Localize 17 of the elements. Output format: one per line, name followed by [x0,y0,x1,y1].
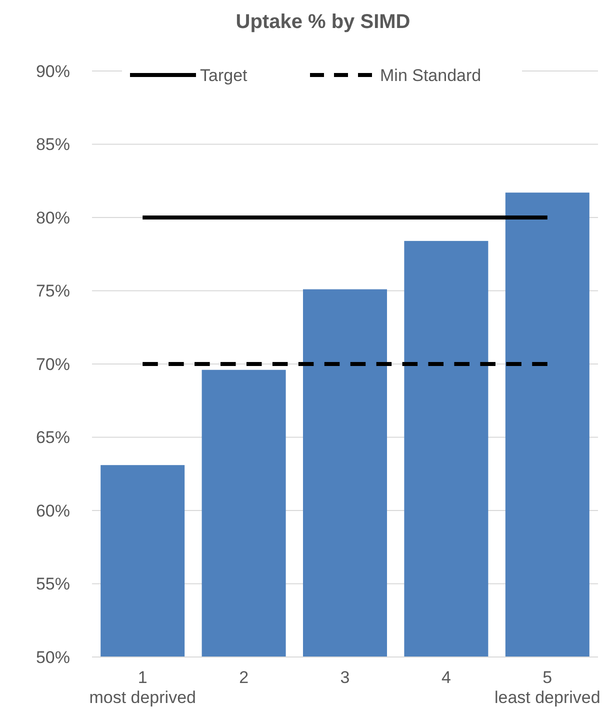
y-tick-label: 85% [36,135,70,154]
y-tick-label: 80% [36,208,70,228]
chart-title: Uptake % by SIMD [236,11,410,33]
y-tick-label: 55% [36,574,70,594]
x-tick-label: 5 least deprived [494,668,600,707]
x-tick-label: 1 most deprived [89,668,196,707]
y-tick-label: 70% [36,354,70,374]
legend-label: Min Standard [380,66,482,85]
y-tick-label: 75% [36,282,70,301]
legend-label: Target [200,66,248,85]
x-tick-label: 3 [340,668,350,687]
y-tick-label: 50% [36,648,70,667]
y-tick-label: 90% [36,62,70,81]
y-tick-label: 65% [36,428,70,448]
y-tick-label: 60% [36,501,70,520]
x-tick-label: 2 [239,668,249,687]
x-tick-label: 4 [441,668,451,687]
